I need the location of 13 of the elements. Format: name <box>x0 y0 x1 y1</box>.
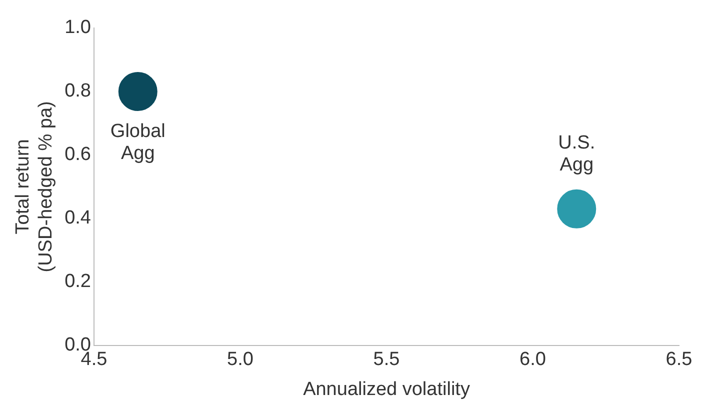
y-tick-label: 0.8 <box>64 80 92 102</box>
x-axis-title: Annualized volatility <box>303 378 470 400</box>
y-axis-title: Total return (USD-hedged % pa) <box>12 101 56 272</box>
x-tick-label: 5.0 <box>227 349 254 370</box>
series-label: Global Agg <box>110 121 166 164</box>
series-label: U.S. Agg <box>558 132 596 176</box>
y-tick-label: 0.4 <box>64 208 92 229</box>
y-tick-label: 0.2 <box>64 271 92 292</box>
y-tick-label: 1.0 <box>64 17 92 38</box>
y-tick-label: 0.6 <box>64 144 92 166</box>
x-tick-label: 5.5 <box>373 349 400 370</box>
x-tick-label: 6.0 <box>520 349 546 370</box>
x-tick-label: 6.5 <box>666 349 692 370</box>
